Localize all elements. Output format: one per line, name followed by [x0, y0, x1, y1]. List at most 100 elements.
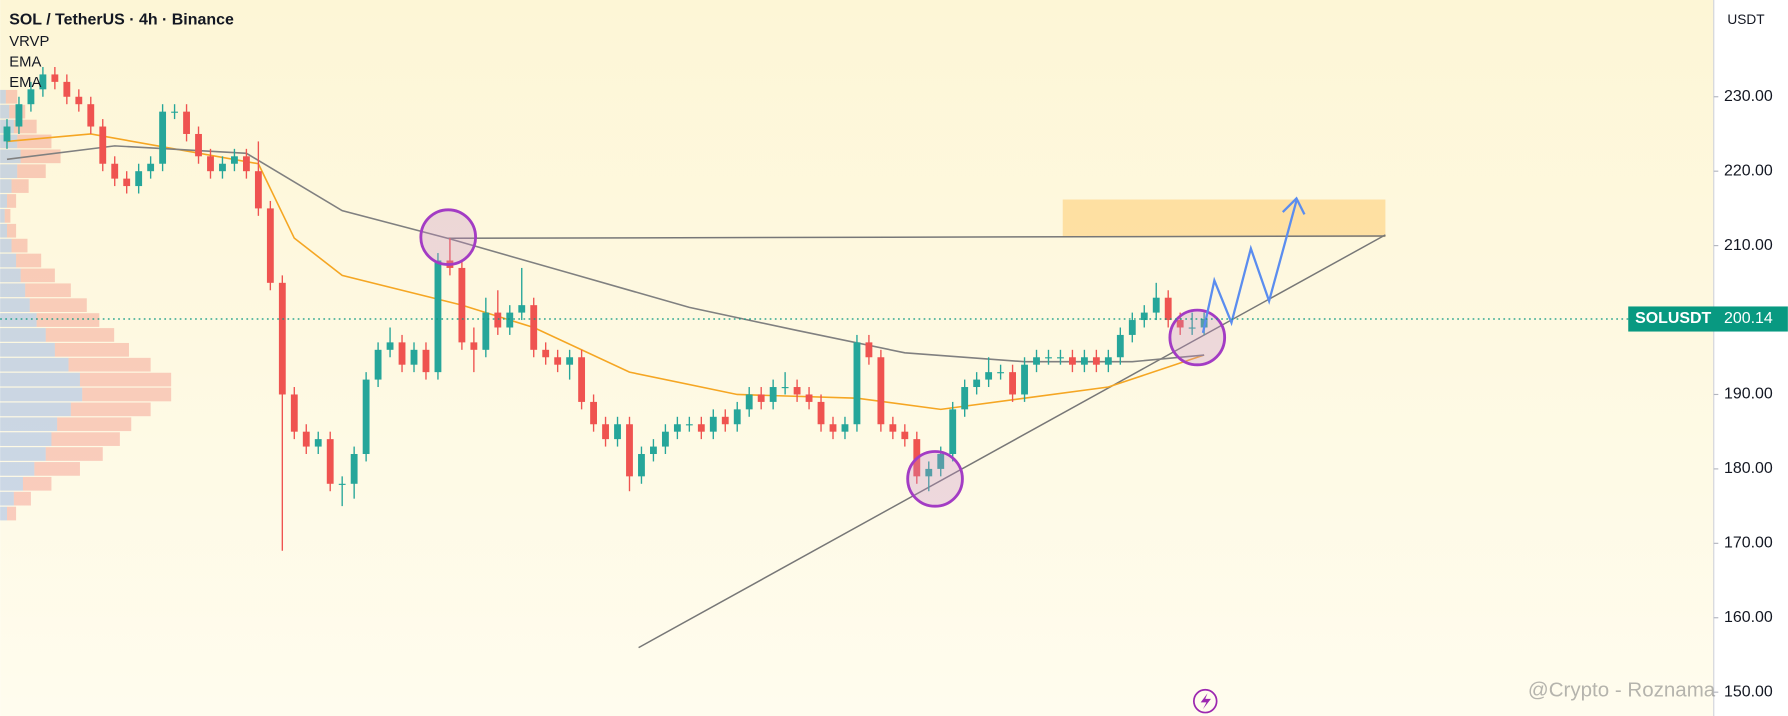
candle-body — [266, 208, 274, 283]
candle-body — [937, 454, 945, 469]
candle-body — [1033, 357, 1040, 365]
candle-body — [578, 357, 586, 402]
candle-body — [434, 260, 442, 373]
profile-sell — [17, 164, 46, 179]
profile-sell — [5, 89, 18, 104]
candle-body — [901, 431, 909, 440]
profile-sell — [34, 462, 80, 476]
price-tag — [1628, 306, 1788, 332]
candle-body — [949, 409, 957, 455]
candle-body — [302, 431, 310, 447]
profile-sell — [82, 387, 172, 402]
candle-body — [626, 424, 633, 477]
alert-icon[interactable] — [1192, 688, 1218, 714]
ema-line — [6, 133, 1205, 411]
candle-body — [1152, 297, 1160, 313]
profile-buy — [0, 164, 18, 179]
candle-body — [757, 394, 765, 402]
candle-body — [554, 357, 562, 365]
y-tick-label: 210.00 — [1724, 237, 1773, 254]
candle-body — [75, 96, 83, 105]
profile-buy — [0, 253, 17, 268]
candle-body — [147, 163, 155, 172]
candle-body — [410, 349, 418, 365]
candle-body — [1009, 372, 1016, 395]
candle-body — [925, 468, 933, 477]
candle-body — [219, 163, 226, 172]
profile-sell — [79, 372, 172, 387]
candle-body — [566, 357, 574, 365]
y-tick-label: 170.00 — [1724, 535, 1773, 552]
candle-body — [614, 424, 621, 440]
profile-buy — [0, 476, 23, 491]
candle-body — [506, 312, 514, 328]
candle-body — [15, 104, 23, 127]
candle-body — [1045, 357, 1052, 359]
candle-body — [1140, 312, 1148, 321]
candle-body — [362, 379, 370, 455]
candle-body — [781, 387, 789, 389]
profile-buy — [0, 328, 46, 342]
candle-body — [650, 446, 657, 455]
watermark: @Crypto - Roznama — [1528, 678, 1716, 701]
profile-buy — [0, 342, 55, 357]
profile-buy — [0, 402, 71, 417]
candle-body — [290, 394, 298, 432]
candle-body — [314, 439, 322, 447]
candle-body — [805, 394, 813, 402]
profile-sell — [6, 506, 17, 521]
profile-buy — [0, 432, 52, 446]
profile-buy — [0, 372, 80, 387]
candle-body — [1080, 357, 1088, 365]
candle-body — [542, 349, 550, 358]
profile-buy — [0, 238, 12, 253]
candle-body — [494, 312, 502, 328]
profile-buy — [0, 194, 7, 208]
profile-buy — [0, 447, 46, 461]
candle-body — [602, 424, 609, 440]
candle-body — [1021, 364, 1028, 395]
ema-lines — [6, 133, 1205, 411]
profile-sell — [16, 253, 42, 268]
candle-body — [39, 74, 47, 90]
arrow-head — [1281, 196, 1306, 215]
candle-body — [159, 111, 167, 164]
price-tag-value: 200.14 — [1724, 310, 1773, 327]
profile-sell — [20, 268, 55, 283]
profile-sell — [13, 491, 31, 506]
profile-buy — [0, 298, 30, 312]
candle-body — [111, 163, 119, 179]
candle-body — [853, 342, 861, 425]
profile-sell — [20, 149, 61, 164]
candle-body — [961, 387, 969, 410]
candle-body — [338, 483, 346, 485]
y-tick-label: 190.00 — [1724, 386, 1773, 403]
profile-buy — [0, 506, 7, 521]
target-zone — [1062, 199, 1386, 238]
candle-body — [398, 342, 406, 365]
candle-body — [590, 401, 597, 425]
projection-arrow — [1201, 200, 1298, 334]
profile-sell — [45, 447, 103, 461]
candle-body — [1092, 357, 1100, 365]
candle-body — [3, 126, 11, 142]
profile-buy — [0, 149, 21, 164]
candle-body — [242, 156, 250, 172]
candle-body — [123, 178, 131, 187]
y-tick-label: 150.00 — [1724, 683, 1773, 700]
candle-body — [183, 111, 190, 134]
candle-body — [350, 454, 358, 484]
candle-body — [1116, 334, 1124, 358]
highlight-circle — [419, 208, 477, 266]
y-tick-label: 160.00 — [1724, 609, 1773, 626]
y-tick-label: 220.00 — [1724, 162, 1773, 179]
profile-buy — [0, 357, 69, 372]
highlight-circle — [1168, 308, 1227, 367]
ema-line — [6, 145, 1205, 363]
candle-body — [865, 342, 873, 358]
candle-body — [470, 342, 478, 350]
candle-body — [386, 342, 394, 350]
profile-sell — [29, 298, 87, 312]
candle-body — [769, 387, 777, 402]
